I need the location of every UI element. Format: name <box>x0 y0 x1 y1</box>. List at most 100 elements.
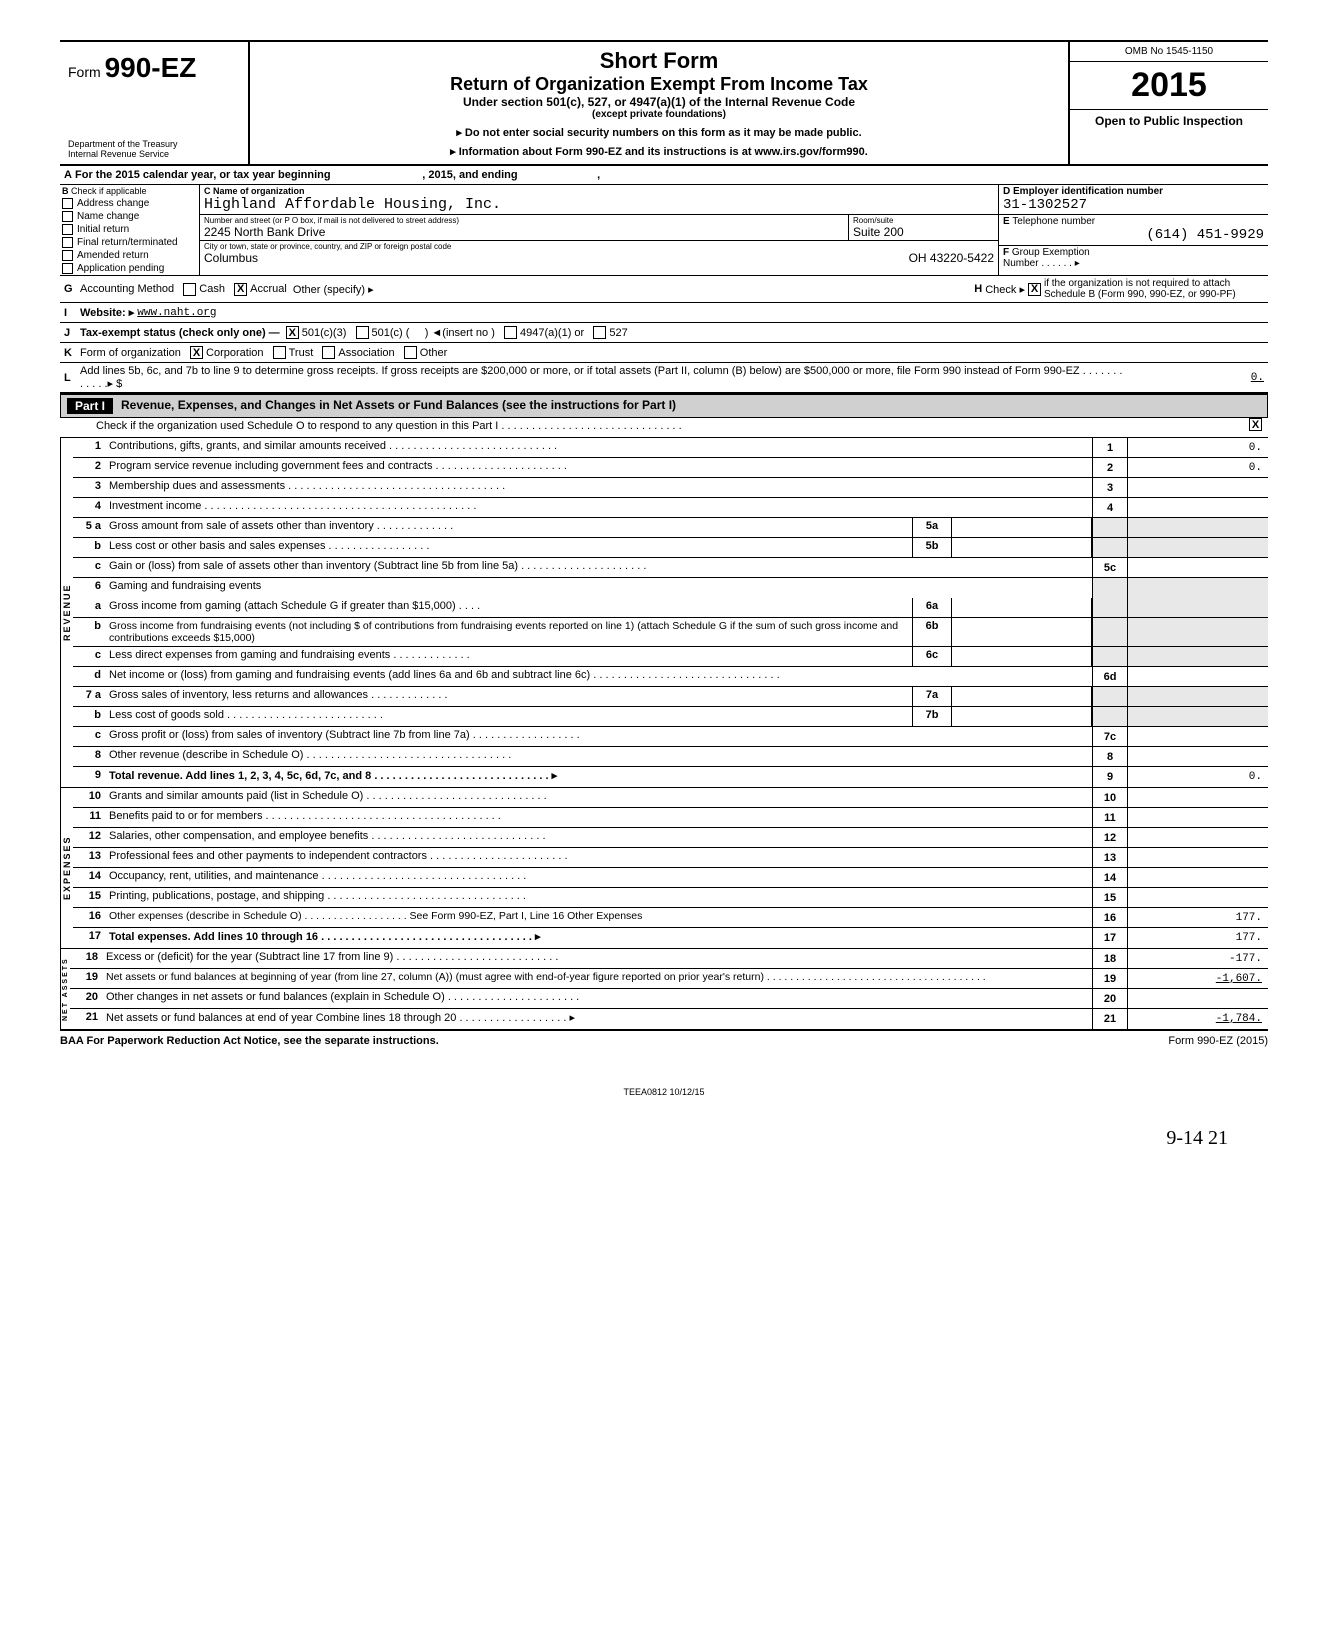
subline-ref: 7a <box>912 687 952 706</box>
line-a: A For the 2015 calendar year, or tax yea… <box>60 166 1268 185</box>
line-7c: c Gross profit or (loss) from sales of i… <box>73 727 1268 747</box>
letter-a: A <box>64 169 72 181</box>
checkbox-icon <box>62 198 73 209</box>
city-value: Columbus <box>204 251 258 265</box>
line-ref: 13 <box>1092 848 1128 867</box>
boxes-d-e-f: D Employer identification number 31-1302… <box>998 185 1268 275</box>
other-org-label: Other <box>420 347 448 359</box>
line-6a: a Gross income from gaming (attach Sched… <box>73 598 1268 618</box>
line-ref: 16 <box>1092 908 1128 927</box>
line-ref: 14 <box>1092 868 1128 887</box>
line-desc: Program service revenue including govern… <box>109 460 432 472</box>
chk-association[interactable] <box>322 346 335 359</box>
chk-final-return[interactable]: Final return/terminated <box>60 236 199 249</box>
line-17: 17Total expenses. Add lines 10 through 1… <box>73 928 1268 948</box>
form-number-big: 990-EZ <box>105 52 197 83</box>
chk-label: Initial return <box>77 224 129 235</box>
chk-corporation[interactable]: X <box>190 346 203 359</box>
trust-label: Trust <box>289 347 314 359</box>
line-5c: c Gain or (loss) from sale of assets oth… <box>73 558 1268 578</box>
group-exempt-number: Number . . . . . . <box>1003 258 1072 269</box>
line-ref: 21 <box>1092 1009 1128 1029</box>
line-desc: Less direct expenses from gaming and fun… <box>109 649 390 661</box>
line-ref-shade <box>1092 598 1128 617</box>
line-1: 1 Contributions, gifts, grants, and simi… <box>73 438 1268 458</box>
chk-initial-return[interactable]: Initial return <box>60 223 199 236</box>
chk-accrual[interactable]: X <box>234 283 247 296</box>
line-ref-shade <box>1092 538 1128 557</box>
line-num: 9 <box>73 767 105 787</box>
line-num: c <box>73 727 105 746</box>
line-num: 3 <box>73 478 105 497</box>
line-ref-shade <box>1092 518 1128 537</box>
chk-amended-return[interactable]: Amended return <box>60 249 199 262</box>
line-2: 2 Program service revenue including gove… <box>73 458 1268 478</box>
line-desc: Benefits paid to or for members <box>109 810 262 822</box>
line-desc: Gross sales of inventory, less returns a… <box>109 689 368 701</box>
line-num: a <box>73 598 105 617</box>
subline-ref: 5b <box>912 538 952 557</box>
line-ref: 11 <box>1092 808 1128 827</box>
line-g-h: G Accounting Method Cash XAccrual Other … <box>60 276 1268 303</box>
teea-code: TEEA0812 10/12/15 <box>60 1087 1268 1097</box>
chk-cash[interactable] <box>183 283 196 296</box>
info-link: ▸ Information about Form 990-EZ and its … <box>258 145 1060 158</box>
form-org-label: Form of organization <box>80 347 181 359</box>
box-c: C Name of organization Highland Affordab… <box>200 185 998 275</box>
line-desc: Investment income <box>109 500 201 512</box>
line-num: d <box>73 667 105 686</box>
chk-name-change[interactable]: Name change <box>60 210 199 223</box>
org-name-row: C Name of organization Highland Affordab… <box>200 185 998 215</box>
line-desc: Gross income from gaming (attach Schedul… <box>105 598 912 617</box>
letter-l: L <box>64 372 80 384</box>
chk-application-pending[interactable]: Application pending <box>60 262 199 275</box>
chk-4947[interactable] <box>504 326 517 339</box>
chk-schedule-o[interactable]: X <box>1249 418 1262 431</box>
chk-address-change[interactable]: Address change <box>60 197 199 210</box>
line-desc: Other expenses (describe in Schedule O) … <box>105 908 1092 927</box>
chk-501c3[interactable]: X <box>286 326 299 339</box>
line-desc: Less cost or other basis and sales expen… <box>109 540 325 552</box>
corporation-label: Corporation <box>206 347 263 359</box>
line-desc: Contributions, gifts, grants, and simila… <box>109 440 386 452</box>
chk-schedule-b[interactable]: X <box>1028 283 1041 296</box>
letter-e: E <box>1003 216 1010 227</box>
line-amount: -1,784. <box>1128 1009 1268 1029</box>
chk-501c[interactable] <box>356 326 369 339</box>
chk-527[interactable] <box>593 326 606 339</box>
line-desc: Gaming and fundraising events <box>105 578 1092 598</box>
line-10: 10Grants and similar amounts paid (list … <box>73 788 1268 808</box>
line-a-text1: For the 2015 calendar year, or tax year … <box>75 169 331 181</box>
line-ref: 2 <box>1092 458 1128 477</box>
form-number: Form 990-EZ <box>68 52 240 84</box>
checkbox-icon <box>62 237 73 248</box>
addr-label: Number and street (or P O box, if mail i… <box>204 216 844 225</box>
room-label: Room/suite <box>853 216 994 225</box>
subline-amount <box>952 687 1092 706</box>
part-1-check-text: Check if the organization used Schedule … <box>92 418 1246 437</box>
line-num: 7 a <box>73 687 105 706</box>
line-l-text: Add lines 5b, 6c, and 7b to line 9 to de… <box>80 365 1124 390</box>
line-num: 2 <box>73 458 105 477</box>
line-amount <box>1128 848 1268 867</box>
letter-g: G <box>64 283 80 295</box>
line-3: 3 Membership dues and assessments . . . … <box>73 478 1268 498</box>
line-desc: Net assets or fund balances at beginning… <box>106 971 764 983</box>
line-6: 6 Gaming and fundraising events <box>73 578 1268 598</box>
chk-trust[interactable] <box>273 346 286 359</box>
line-num: 16 <box>73 908 105 927</box>
arrow-icon: ▸ <box>1075 258 1080 269</box>
subline-ref: 6a <box>912 598 952 617</box>
line-amount: 0. <box>1128 458 1268 477</box>
line-ref: 17 <box>1092 928 1128 948</box>
line-desc: Other revenue (describe in Schedule O) <box>109 749 303 761</box>
subline-amount <box>952 518 1092 537</box>
chk-label: Amended return <box>77 250 149 261</box>
line-amount <box>1128 868 1268 887</box>
chk-other-org[interactable] <box>404 346 417 359</box>
line-7a: 7 a Gross sales of inventory, less retur… <box>73 687 1268 707</box>
room-value: Suite 200 <box>853 225 994 239</box>
association-label: Association <box>338 347 394 359</box>
handwritten-mark: 9-14 21 <box>60 1127 1268 1150</box>
chk-label: Final return/terminated <box>77 237 178 248</box>
